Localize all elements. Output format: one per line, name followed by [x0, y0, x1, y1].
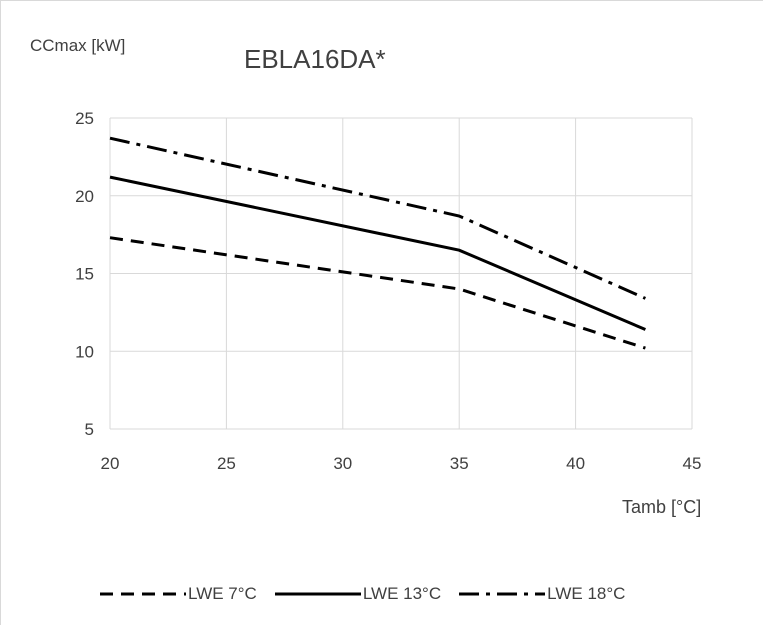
legend-item-lwe-7: LWE 7°C — [100, 584, 257, 604]
x-axis-label: Tamb [°C] — [622, 497, 702, 517]
y-tick-label: 5 — [85, 420, 94, 439]
legend-label: LWE 18°C — [547, 584, 626, 603]
legend-swatch-dash-dot — [459, 592, 546, 596]
x-tick-label: 40 — [566, 454, 585, 473]
x-tick-label: 45 — [683, 454, 702, 473]
legend-label: LWE 13°C — [362, 584, 442, 603]
legend-item-lwe-13: LWE 13°C — [274, 584, 442, 604]
tick-labels: 5 10 15 20 25 20 25 30 35 40 45 — [75, 109, 701, 473]
series-line-dash-dot — [109, 136, 647, 300]
x-tick-label: 20 — [101, 454, 120, 473]
legend-label: LWE 7°C — [188, 584, 257, 603]
chart-title: EBLA16DA* — [244, 44, 386, 74]
y-axis-label: CCmax [kW] — [30, 36, 126, 55]
legend-swatch-dashed — [100, 592, 186, 596]
legend: LWE 7°C LWE 13°C LWE 18°C — [100, 582, 643, 606]
series-lines — [109, 136, 647, 350]
legend-swatch-solid — [274, 592, 361, 596]
x-tick-label: 30 — [333, 454, 352, 473]
legend-item-lwe-18: LWE 18°C — [459, 584, 625, 604]
y-tick-label: 25 — [75, 109, 94, 128]
y-tick-label: 10 — [75, 342, 94, 361]
x-tick-label: 35 — [450, 454, 469, 473]
y-tick-label: 15 — [75, 265, 94, 284]
series-line-solid — [109, 175, 646, 331]
grid-lines — [109, 117, 693, 430]
y-tick-label: 20 — [75, 187, 94, 206]
x-tick-label: 25 — [217, 454, 236, 473]
series-line-dashed — [109, 236, 646, 350]
